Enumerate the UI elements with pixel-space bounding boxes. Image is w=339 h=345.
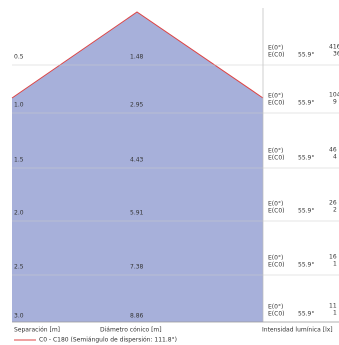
e0-value: 46: [329, 147, 337, 154]
ec0-label: E(C0): [268, 208, 284, 215]
angle: 55.9°: [298, 311, 314, 318]
e0-label: E(0°): [268, 304, 283, 311]
separation: 2.0: [14, 210, 24, 217]
separation: 1.5: [14, 157, 24, 164]
e0-value: 26: [329, 200, 337, 207]
angle: 55.9°: [298, 208, 314, 215]
angle: 55.9°: [298, 52, 314, 59]
e0-label: E(0°): [268, 201, 283, 208]
diameter: 5.91: [130, 210, 144, 217]
separation: 3.0: [14, 313, 24, 320]
cone-edge: [11, 11, 264, 99]
ec0-label: E(C0): [268, 311, 284, 318]
ec0-value: 1: [333, 310, 337, 317]
ec0-value: 2: [333, 207, 337, 214]
ec0-label: E(C0): [268, 262, 284, 269]
angle: 55.9°: [298, 262, 314, 269]
diameter-label: Diámetro cónico [m]: [100, 327, 162, 334]
e0-label: E(0°): [268, 255, 283, 262]
ec0-label: E(C0): [268, 100, 284, 107]
separation: 0.5: [14, 54, 24, 61]
ec0-value: 4: [333, 154, 337, 161]
diameter: 4.43: [130, 157, 144, 164]
separation-label: Separación [m]: [14, 327, 60, 334]
e0-label: E(0°): [268, 93, 283, 100]
diameter: 2.95: [130, 102, 144, 109]
e0-label: E(0°): [268, 148, 283, 155]
e0-label: E(0°): [268, 45, 283, 52]
ec0-value: 1: [333, 261, 337, 268]
e0-value: 416: [329, 44, 339, 51]
ec0-label: E(C0): [268, 52, 284, 59]
diameter: 1.48: [130, 54, 144, 61]
e0-value: 16: [329, 254, 337, 261]
e0-value: 104: [329, 92, 339, 99]
e0-value: 11: [329, 303, 337, 310]
separation: 2.5: [14, 264, 24, 271]
intensity-label: Intensidad lumínica [lx]: [262, 327, 333, 334]
diameter: 7.38: [130, 264, 144, 271]
legend-text: C0 - C180 (Semiángulo de dispersión: 111…: [39, 337, 177, 344]
angle: 55.9°: [298, 155, 314, 162]
ec0-label: E(C0): [268, 155, 284, 162]
ec0-value: 36: [333, 51, 339, 58]
separation: 1.0: [14, 102, 24, 109]
ec0-value: 9: [333, 99, 337, 106]
angle: 55.9°: [298, 100, 314, 107]
light-cone: [12, 12, 263, 322]
diameter: 8.86: [130, 313, 144, 320]
